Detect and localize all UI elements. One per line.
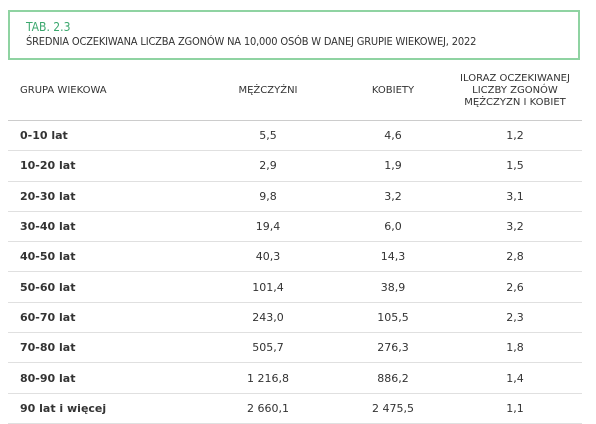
column-header: GRUPA WIEKOWA <box>8 62 198 121</box>
table-row: 20-30 lat 9,8 3,2 3,1 <box>8 181 582 212</box>
row-label: 70-80 lat <box>8 332 198 364</box>
table-cell: 14,3 <box>338 241 448 273</box>
table-cell: 4,6 <box>338 120 448 152</box>
table-cell: 1,4 <box>448 362 582 394</box>
table-cell: 1,8 <box>448 332 582 364</box>
table-cell: 5,5 <box>198 120 338 152</box>
row-label: 40-50 lat <box>8 241 198 273</box>
table-cell: 9,8 <box>198 181 338 212</box>
table-cell: 3,1 <box>448 181 582 212</box>
row-label: 50-60 lat <box>8 271 198 303</box>
table-row: 50-60 lat 101,4 38,9 2,6 <box>8 271 582 303</box>
table-cell: 6,0 <box>338 211 448 243</box>
column-header: ILORAZ OCZEKIWANEJ LICZBY ZGONÓW MĘŻCZYZ… <box>448 62 582 121</box>
row-label: 20-30 lat <box>8 181 198 212</box>
table-cell: 19,4 <box>198 211 338 243</box>
row-label: 90 lat i więcej <box>8 393 198 424</box>
table-row: 80-90 lat 1 216,8 886,2 1,4 <box>8 362 582 394</box>
table-row: 30-40 lat 19,4 6,0 3,2 <box>8 211 582 243</box>
table-cell: 2 660,1 <box>198 393 338 424</box>
header-row: GRUPA WIEKOWA MĘŻCZYŹNI KOBIETY ILORAZ OCZE… <box>8 62 582 121</box>
row-label: 80-90 lat <box>8 362 198 394</box>
table-cell: 101,4 <box>198 271 338 303</box>
table-header-box: TAB. 2.3 ŚREDNIA OCZEKIWANA LICZBA ZGONÓ… <box>8 10 580 60</box>
table-cell: 505,7 <box>198 332 338 364</box>
table-cell: 2,8 <box>448 241 582 273</box>
table-cell: 3,2 <box>448 211 582 243</box>
table-cell: 38,9 <box>338 271 448 303</box>
table-body: 0-10 lat 5,5 4,6 1,2 10-20 lat 2,9 1,9 1,5 20-30… <box>8 120 582 424</box>
table-row: 90 lat i więcej 2 660,1 2 475,5 1,1 <box>8 393 582 424</box>
table-cell: 2,6 <box>448 271 582 303</box>
data-table: GRUPA WIEKOWA MĘŻCZYŹNI KOBIETY ILORAZ OCZE… <box>8 62 582 424</box>
table-cell: 3,2 <box>338 181 448 212</box>
table-cell: 2,3 <box>448 302 582 334</box>
table-cell: 2,9 <box>198 150 338 182</box>
row-label: 10-20 lat <box>8 150 198 182</box>
table-cell: 276,3 <box>338 332 448 364</box>
row-label: 30-40 lat <box>8 211 198 243</box>
table-cell: 886,2 <box>338 362 448 394</box>
column-header: KOBIETY <box>338 62 448 121</box>
table-row: 60-70 lat 243,0 105,5 2,3 <box>8 302 582 334</box>
table-cell: 243,0 <box>198 302 338 334</box>
table-row: 70-80 lat 505,7 276,3 1,8 <box>8 332 582 364</box>
table-label: TAB. 2.3 <box>26 20 71 34</box>
table-cell: 40,3 <box>198 241 338 273</box>
table-row: 0-10 lat 5,5 4,6 1,2 <box>8 120 582 152</box>
table-row: 40-50 lat 40,3 14,3 2,8 <box>8 241 582 273</box>
table-cell: 1,2 <box>448 120 582 152</box>
column-header: MĘŻCZYŹNI <box>198 62 338 121</box>
table-title: ŚREDNIA OCZEKIWANA LICZBA ZGONÓW NA 10,0… <box>26 35 477 48</box>
table-cell: 1,9 <box>338 150 448 182</box>
table-cell: 1,5 <box>448 150 582 182</box>
table-cell: 1 216,8 <box>198 362 338 394</box>
table-row: 10-20 lat 2,9 1,9 1,5 <box>8 150 582 182</box>
table-cell: 1,1 <box>448 393 582 424</box>
table-cell: 105,5 <box>338 302 448 334</box>
table-cell: 2 475,5 <box>338 393 448 424</box>
row-label: 60-70 lat <box>8 302 198 334</box>
row-label: 0-10 lat <box>8 120 198 152</box>
